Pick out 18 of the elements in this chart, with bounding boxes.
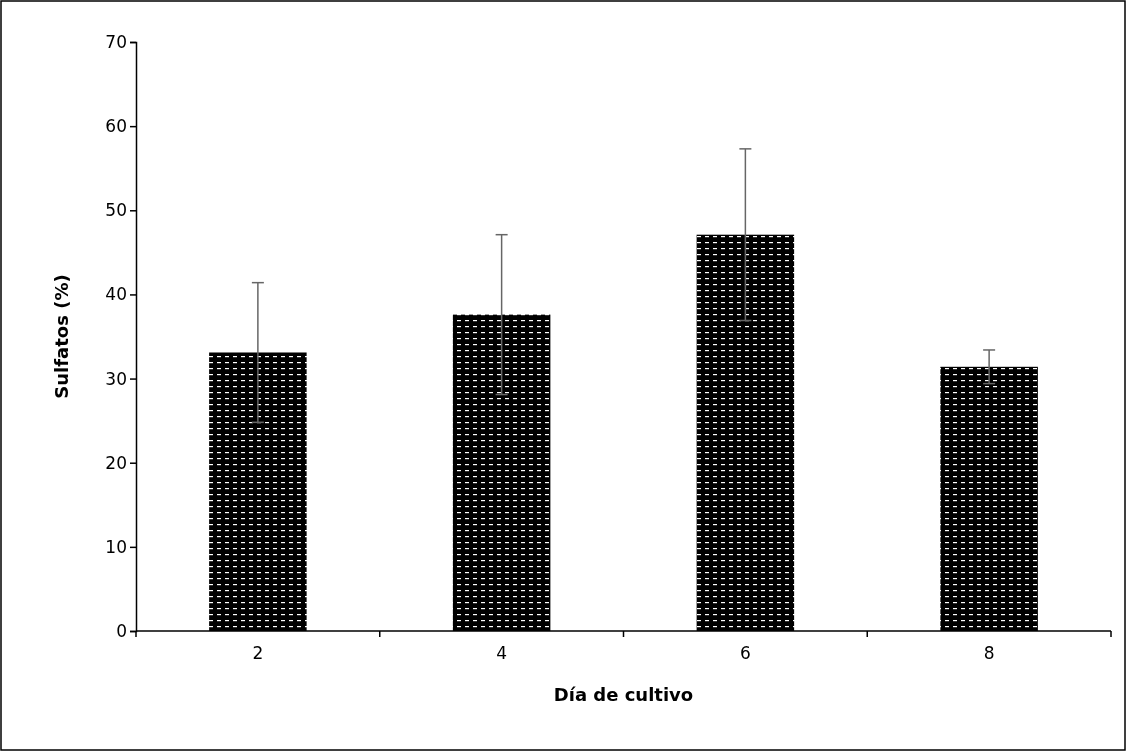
- y-tick-label: 40: [105, 284, 127, 305]
- x-axis-title: Día de cultivo: [553, 684, 694, 705]
- y-tick-label: 30: [105, 368, 127, 389]
- y-tick-label: 50: [105, 200, 127, 221]
- bar: [696, 234, 795, 631]
- y-tick-label: 0: [116, 620, 127, 641]
- x-tick-label: 4: [496, 643, 508, 663]
- y-axis-title: Sulfatos (%): [51, 274, 72, 399]
- y-tick-label: 20: [105, 452, 127, 473]
- bar: [209, 352, 307, 631]
- y-tick-label: 70: [105, 31, 127, 52]
- y-tick-label: 10: [105, 536, 127, 557]
- bar: [452, 314, 551, 631]
- x-tick-label: 2: [252, 643, 264, 663]
- x-tick-label: 6: [739, 643, 751, 663]
- bar: [940, 366, 1038, 631]
- x-tick-label: 8: [983, 643, 995, 663]
- y-tick-label: 60: [105, 116, 127, 137]
